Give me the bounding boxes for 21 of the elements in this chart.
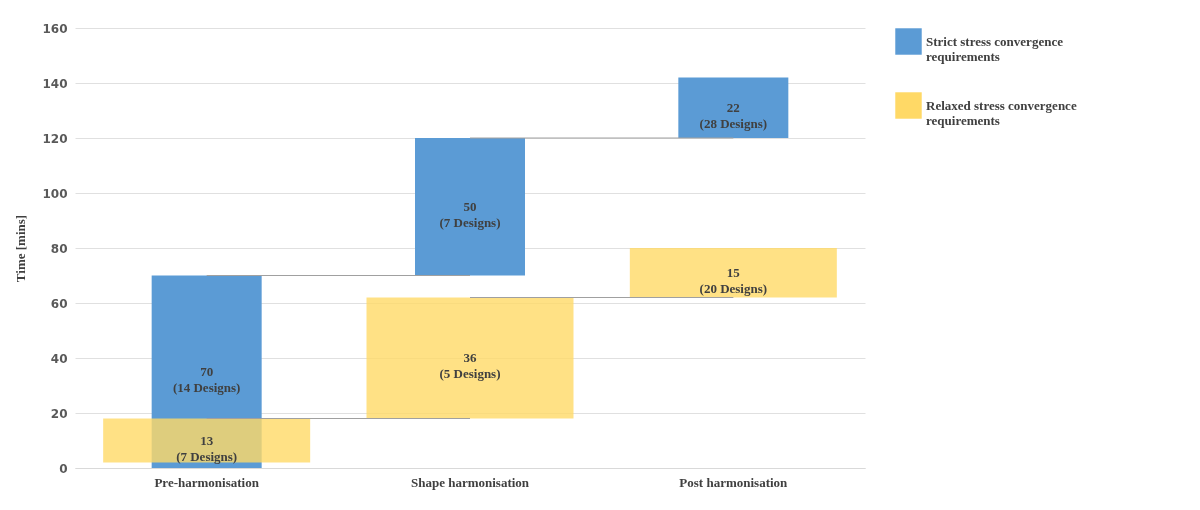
x-tick-label: Pre-harmonisation: [154, 474, 260, 490]
legend-label: Strict stress convergence requirements: [926, 33, 1064, 64]
y-axis-title: Time [mins]: [13, 214, 29, 283]
y-tick-label: 20: [50, 406, 68, 421]
legend-label: Relaxed stress convergence requirements: [926, 97, 1077, 128]
y-tick-label: 120: [42, 131, 68, 146]
data-label: 70 (14 Designs): [172, 363, 241, 395]
data-label: 22 (28 Designs): [699, 99, 768, 131]
y-tick-label: 40: [50, 351, 68, 366]
y-tick-label: 100: [42, 186, 68, 201]
annotation: 36 (5 Designs): [439, 350, 501, 381]
y-tick-label: 140: [42, 76, 68, 91]
annotation: 13 (7 Designs): [176, 432, 238, 464]
y-tick-label: 60: [50, 296, 68, 311]
y-tick-label: 0: [59, 461, 68, 476]
y-tick-label: 160: [42, 21, 68, 36]
data-label: 50 (7 Designs): [439, 198, 501, 230]
x-tick-label: Post harmonisation: [679, 474, 789, 490]
y-tick-label: 80: [50, 241, 68, 256]
x-tick-label: Shape harmonisation: [410, 474, 530, 490]
annotation: 15 (20 Designs): [699, 264, 768, 296]
